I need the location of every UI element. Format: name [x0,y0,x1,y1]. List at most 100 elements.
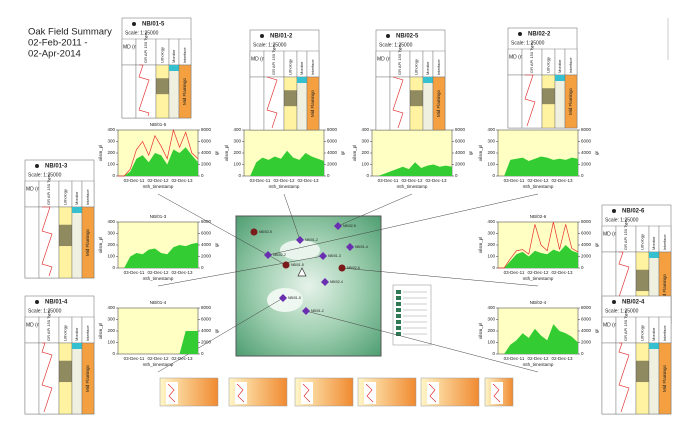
x-tick-label: 02-Dec-12 [147,178,169,183]
well-card: NB/01-3 Scale: 1:25000 MD (m) GR API 150 Ty… [24,159,95,279]
area [118,242,198,268]
map-well-label: NB/02-5 [259,230,272,234]
well-name: NB/02-2 [528,32,551,38]
legend-swatch [396,320,401,324]
legend-swatch [396,290,401,294]
x-tick-label: 02-Dec-13 [171,356,193,361]
y-axis-label: oilsm_pl [98,145,103,162]
column-header [24,180,40,208]
line [498,221,579,269]
log-column [615,342,637,415]
log-column [38,342,60,415]
thumbnail-column [491,382,503,404]
y-tick-label: 400 [107,127,115,132]
legend-swatch [396,326,401,330]
y2-tick-label: 0 [455,173,458,178]
y2-tick-label: 2000 [201,340,212,345]
y2-tick-label: 6000 [327,139,338,144]
y-tick-label: 200 [107,328,115,333]
y2-tick-label: 6000 [201,139,212,144]
log-column [648,342,660,415]
y-tick-label: 0 [238,173,241,178]
thumbnail-column [301,382,313,404]
y-tick-label: 100 [107,254,115,259]
map-well-label: NB/02-6 [347,266,360,270]
thumbnail-curve [428,383,437,403]
column-label: Interface [662,325,667,341]
column-label: Monitor [651,327,656,341]
y-tick-label: 300 [361,139,369,144]
lithology-band [636,360,649,383]
y-axis-label: oilsm_pl [352,145,357,162]
y-tick-label: 400 [107,305,115,310]
log-column [601,342,617,415]
column-label: Monitor [171,49,176,63]
well-scale: Scale: 1:25000 [28,308,62,314]
column-label: Lithology [288,59,293,75]
column-header [121,38,137,66]
y-tick-label: 300 [233,139,241,144]
column-label: GR API 150 Type [46,173,51,205]
log-column [521,74,543,129]
log-column [249,76,265,131]
map-well-label: NB/01-3 [328,254,341,258]
y2-axis-label: gr [468,151,473,156]
y2-tick-label: 2000 [455,162,466,167]
x-tick-label: 02-Dec-12 [401,178,423,183]
monitor-band [297,77,307,83]
map-well-label: NB/02-5 [343,224,356,228]
y2-tick-label: 0 [201,265,204,270]
y2-tick-label: 4000 [455,150,466,155]
x-axis-label: mth_timestamp [523,276,554,281]
log-column [178,64,192,119]
log-column [24,342,40,415]
column-label: GR API 150 Type [623,218,628,250]
y-axis-label: oilsm_pl [478,323,483,340]
well-scale: Scale: 1:25000 [605,308,639,314]
map-frame [235,215,382,357]
column-label: GR API 150 Type [529,41,534,73]
column-label: MD (m) [123,44,140,50]
column-label: MD (m) [509,54,526,60]
thumbnail-column [166,382,178,404]
y-axis-label: oilsm_pl [98,323,103,340]
y-tick-label: 200 [487,328,495,333]
log-column [71,206,83,279]
y2-tick-label: 6000 [201,317,212,322]
x-axis-label: mth_timestamp [523,362,554,367]
chart-title: NB/02-6 [530,214,547,219]
column-label: GR API 150 Type [143,31,148,63]
column-header [249,50,265,78]
y-tick-label: 400 [487,305,495,310]
column-label: Interface [436,59,441,75]
gr-curve [392,76,404,129]
monitor-band [649,252,659,258]
y2-tick-label: 8000 [201,305,212,310]
y-tick-label: 100 [361,162,369,167]
y-tick-label: 200 [107,150,115,155]
well-marker [338,264,346,272]
y2-tick-label: 8000 [327,127,338,132]
zone-label: Mid Flamingo [662,274,667,302]
well-icon [35,300,39,304]
y-tick-label: 300 [487,139,495,144]
map-well-label: NB/02-2 [273,253,286,257]
log-column [432,76,446,131]
x-axis-label: mth_timestamp [143,184,174,189]
well-name: NB/02-6 [622,209,645,215]
gr-curve [266,76,278,129]
y2-tick-label: 8000 [201,219,212,224]
lithology-band [284,90,297,107]
y-tick-label: 0 [112,351,115,356]
lithology-band [59,360,72,383]
y2-tick-label: 6000 [581,139,592,144]
y2-tick-label: 8000 [201,127,212,132]
thumbnail-curve [492,383,501,403]
legend-swatch [396,314,401,318]
well-name: NB/01-3 [45,164,68,170]
well-marker [296,236,304,244]
map-well-label: NB/01-2 [305,238,318,242]
y-tick-label: 300 [487,231,495,236]
zone-label: Mid Flamingo [85,229,90,257]
area [498,324,578,354]
